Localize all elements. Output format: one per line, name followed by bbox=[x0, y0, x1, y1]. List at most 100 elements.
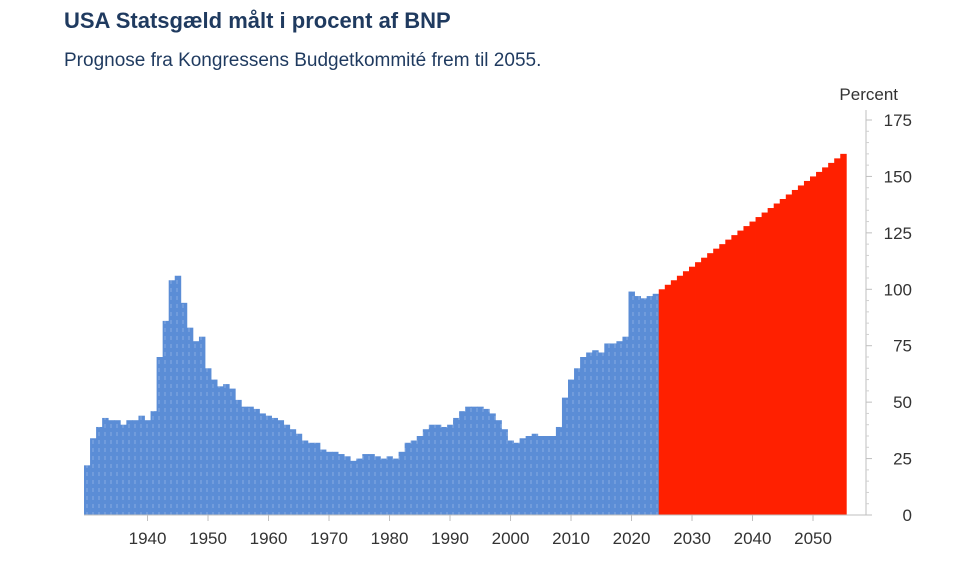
bar-texture-2006 bbox=[543, 436, 551, 515]
bar-texture-1950 bbox=[205, 368, 212, 515]
bar-projection-2052 bbox=[822, 167, 829, 515]
x-tick-label-1970: 1970 bbox=[310, 529, 348, 548]
bar-texture-1947 bbox=[186, 327, 194, 515]
x-tick-label-1980: 1980 bbox=[371, 529, 409, 548]
bar-texture-1949 bbox=[198, 336, 206, 515]
bar-texture-2022 bbox=[640, 298, 648, 515]
bar-texture-2019 bbox=[622, 336, 629, 515]
bar-texture-1957 bbox=[247, 406, 254, 515]
y-tick-label-50: 50 bbox=[893, 393, 912, 412]
bar-texture-1966 bbox=[301, 440, 309, 515]
bar-texture-1952 bbox=[217, 386, 224, 515]
bar-texture-1964 bbox=[289, 429, 297, 515]
bar-texture-1944 bbox=[168, 280, 176, 515]
y-tick-label-150: 150 bbox=[884, 167, 912, 186]
y-tick-label-75: 75 bbox=[893, 337, 912, 356]
bar-texture-1959 bbox=[259, 413, 266, 515]
bar-texture-1931 bbox=[90, 438, 97, 515]
bar-texture-1989 bbox=[440, 426, 448, 515]
x-tick-label-1990: 1990 bbox=[431, 529, 469, 548]
bar-projection-2053 bbox=[828, 162, 835, 515]
bar-texture-1977 bbox=[368, 454, 375, 515]
bar-texture-2002 bbox=[519, 438, 527, 515]
bar-projection-2046 bbox=[785, 194, 793, 516]
bar-texture-1981 bbox=[392, 458, 399, 515]
x-tick-label-2020: 2020 bbox=[613, 529, 651, 548]
bar-texture-1982 bbox=[398, 451, 406, 515]
bar-projection-2040 bbox=[749, 221, 756, 515]
bar-texture-1990 bbox=[447, 424, 454, 515]
bar-texture-1943 bbox=[162, 320, 170, 515]
bar-texture-2004 bbox=[531, 433, 539, 515]
bar-projection-2026 bbox=[664, 284, 672, 515]
bar-texture-1970 bbox=[326, 451, 333, 515]
bar-projection-2035 bbox=[719, 244, 726, 515]
bar-texture-1999 bbox=[501, 429, 508, 515]
bar-projection-2044 bbox=[773, 203, 781, 515]
bar-texture-1933 bbox=[102, 417, 109, 515]
axes-group: 0 25 50 75 100 125 150 175 Percent 1940 1950 1960 19… bbox=[84, 85, 912, 548]
bar-texture-2008 bbox=[555, 426, 563, 515]
bar-texture-2009 bbox=[561, 397, 569, 515]
bar-projection-2034 bbox=[713, 248, 720, 515]
bar-texture-1930 bbox=[84, 465, 91, 515]
bar-projection-2033 bbox=[707, 253, 714, 516]
bar-texture-1935 bbox=[114, 420, 121, 515]
bar-projection-2042 bbox=[761, 212, 769, 516]
bar-texture-1962 bbox=[277, 420, 285, 515]
bar-texture-1991 bbox=[453, 417, 460, 515]
bar-texture-1954 bbox=[229, 388, 236, 515]
bar-projection-2047 bbox=[791, 189, 799, 515]
bar-projection-2049 bbox=[803, 180, 811, 515]
bar-texture-1988 bbox=[434, 424, 442, 515]
bar-texture-1979 bbox=[380, 458, 387, 515]
bar-texture-1932 bbox=[96, 426, 103, 515]
bar-texture-1960 bbox=[265, 415, 272, 515]
bar-texture-1963 bbox=[283, 424, 291, 515]
bar-texture-2014 bbox=[592, 350, 599, 515]
bar-texture-1976 bbox=[362, 454, 369, 515]
bar-texture-2011 bbox=[574, 368, 581, 515]
bar-texture-1995 bbox=[477, 406, 484, 515]
bar-texture-1987 bbox=[428, 424, 436, 515]
y-tick-label-100: 100 bbox=[884, 280, 912, 299]
bar-texture-1992 bbox=[459, 411, 466, 515]
bar-texture-1965 bbox=[295, 433, 303, 515]
x-tick-label-2030: 2030 bbox=[673, 529, 711, 548]
bar-texture-2016 bbox=[604, 343, 611, 515]
bar-texture-1958 bbox=[253, 408, 260, 515]
y-tick-label-175: 175 bbox=[884, 111, 912, 130]
bar-texture-1953 bbox=[223, 384, 230, 515]
x-tick-label-2040: 2040 bbox=[734, 529, 772, 548]
bar-texture-1946 bbox=[180, 302, 188, 515]
bar-texture-1974 bbox=[350, 460, 357, 515]
bar-texture-1940 bbox=[144, 420, 151, 515]
bar-texture-1945 bbox=[174, 275, 182, 515]
bar-texture-1941 bbox=[150, 411, 157, 515]
bar-texture-1967 bbox=[307, 442, 315, 515]
bar-texture-2010 bbox=[568, 379, 575, 515]
bar-projection-2039 bbox=[743, 226, 750, 515]
bar-texture-1971 bbox=[332, 451, 339, 515]
bar-texture-2020 bbox=[628, 291, 635, 515]
bar-texture-1934 bbox=[108, 420, 115, 515]
bar-texture-1993 bbox=[465, 406, 472, 515]
bar-texture-2000 bbox=[507, 440, 514, 515]
x-tick-label-1940: 1940 bbox=[129, 529, 167, 548]
x-tick-label-2010: 2010 bbox=[552, 529, 590, 548]
bar-projection-2043 bbox=[767, 208, 775, 515]
bar-texture-1986 bbox=[422, 429, 430, 515]
bar-texture-2023 bbox=[646, 296, 654, 515]
bar-projection-2050 bbox=[810, 176, 817, 515]
bar-texture-1997 bbox=[489, 413, 496, 515]
bar-texture-2012 bbox=[580, 357, 587, 515]
bar-projection-2030 bbox=[689, 266, 696, 515]
y-axis-label: Percent bbox=[839, 85, 898, 104]
bar-texture-1973 bbox=[344, 456, 351, 515]
y-tick-label-0: 0 bbox=[903, 506, 912, 525]
bar-texture-1939 bbox=[138, 415, 145, 515]
bar-texture-2018 bbox=[616, 341, 623, 515]
bar-projection-2045 bbox=[779, 199, 787, 515]
bar-texture-1955 bbox=[235, 399, 242, 515]
bar-texture-1968 bbox=[313, 442, 321, 515]
